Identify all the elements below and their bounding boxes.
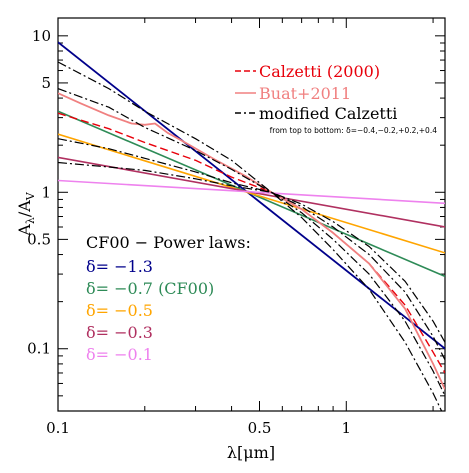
- legend-note: from top to bottom: δ=−0.4,−0.2,+0.2,+0.…: [270, 126, 438, 135]
- power-law-legend-title: CF00 − Power laws:: [86, 233, 251, 252]
- power-law-label: δ= −0.1: [86, 345, 153, 364]
- legend-label: Buat+2011: [259, 84, 351, 103]
- power-law-legend: δ= −1.3 δ= −0.7 (CF00) δ= −0.5 δ= −0.3 δ= −0…: [86, 257, 214, 364]
- series-line: [58, 133, 445, 254]
- svg-text:Aλ/AV: Aλ/AV: [15, 191, 37, 237]
- axis-ticks: [57, 18, 445, 412]
- power-law-label: δ= −0.7 (CF00): [86, 279, 214, 298]
- series-line: [58, 179, 445, 205]
- power-law-label: δ= −0.5: [86, 301, 153, 320]
- series-line: [58, 61, 443, 411]
- legend-label: modified Calzetti: [259, 104, 397, 123]
- x-tick-label: 0.5: [248, 419, 272, 437]
- y-axis-title-main: A: [15, 224, 34, 237]
- x-tick-label: 0.1: [46, 419, 70, 437]
- y-tick-label: 1: [41, 183, 51, 201]
- series-line: [58, 41, 445, 350]
- y-axis-title: Aλ/AV: [15, 191, 37, 237]
- y-tick-label: 0.1: [27, 340, 51, 358]
- series-line: [58, 92, 445, 390]
- y-tick-label: 10: [32, 27, 51, 45]
- y-tick-label: 0.5: [27, 230, 51, 248]
- y-axis-title-sub2: V: [24, 191, 37, 201]
- x-tick-label: 1: [342, 419, 352, 437]
- plot-frame: [57, 17, 446, 412]
- power-law-label: δ= −0.3: [86, 323, 153, 342]
- series-line: [58, 161, 445, 343]
- x-axis-title: λ[μm]: [227, 443, 275, 462]
- tick-labels: 0.1 0.5 1 0.1 0.5 1 5 10: [27, 27, 351, 437]
- legend-label: Calzetti (2000): [259, 62, 380, 81]
- series-line: [58, 138, 445, 361]
- y-tick-label: 5: [41, 74, 51, 92]
- series-group: [58, 41, 445, 411]
- y-axis-title-slash: /A: [15, 200, 34, 217]
- power-law-label: δ= −1.3: [86, 257, 153, 276]
- y-axis-title-sub1: λ: [24, 217, 37, 224]
- series-line: [58, 88, 445, 397]
